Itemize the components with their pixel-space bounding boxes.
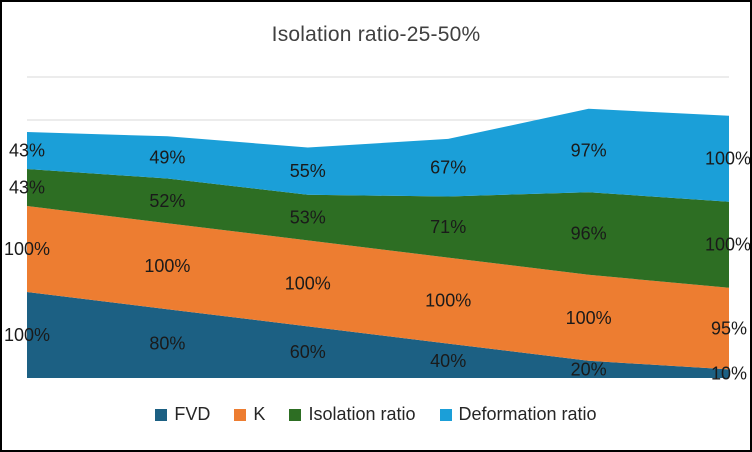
data-label: 100% (285, 273, 331, 293)
area-deformation-ratio[interactable] (27, 108, 729, 202)
data-label: 97% (571, 141, 607, 161)
data-label: 71% (430, 217, 466, 237)
data-label: 100% (144, 256, 190, 276)
data-label: 60% (290, 342, 326, 362)
data-label: 55% (290, 161, 326, 181)
data-label: 100% (705, 235, 750, 255)
data-label: 100% (705, 149, 750, 169)
legend-swatch-deformation-ratio-icon (439, 408, 452, 421)
data-label: 80% (149, 334, 185, 354)
legend-item-isolation-ratio[interactable]: Isolation ratio (289, 404, 416, 425)
data-label: 67% (430, 158, 466, 178)
legend-label-deformation-ratio: Deformation ratio (458, 404, 597, 424)
data-label: 43% (9, 141, 45, 161)
data-label: 96% (571, 224, 607, 244)
legend-label-fvd: FVD (174, 404, 211, 424)
data-label: 100% (4, 325, 50, 345)
chart-title: Isolation ratio-25-50% (271, 23, 481, 46)
data-label: 40% (430, 351, 466, 371)
data-label: 100% (425, 291, 471, 311)
data-label: 43% (9, 178, 45, 198)
area-isolation-ratio[interactable] (27, 169, 729, 288)
legend-item-k[interactable]: K (234, 404, 265, 425)
data-label: 100% (4, 239, 50, 259)
legend-label-k: K (253, 404, 266, 424)
area-k[interactable] (27, 206, 729, 370)
legend-label-isolation-ratio: Isolation ratio (308, 404, 416, 424)
data-label: 53% (290, 208, 326, 228)
legend-swatch-k-icon (234, 408, 247, 421)
chart-legend: FVD K Isolation ratio Deformation ratio (2, 404, 750, 425)
data-label: 49% (149, 147, 185, 167)
legend-item-fvd[interactable]: FVD (155, 404, 210, 425)
data-label: 52% (149, 191, 185, 211)
legend-swatch-fvd-icon (155, 408, 168, 421)
data-label: 20% (571, 359, 607, 379)
data-label: 100% (566, 308, 612, 328)
legend-swatch-isolation-ratio-icon (289, 408, 302, 421)
data-label: 10% (711, 364, 747, 384)
legend-item-deformation-ratio[interactable]: Deformation ratio (439, 404, 597, 425)
data-label: 95% (711, 319, 747, 339)
